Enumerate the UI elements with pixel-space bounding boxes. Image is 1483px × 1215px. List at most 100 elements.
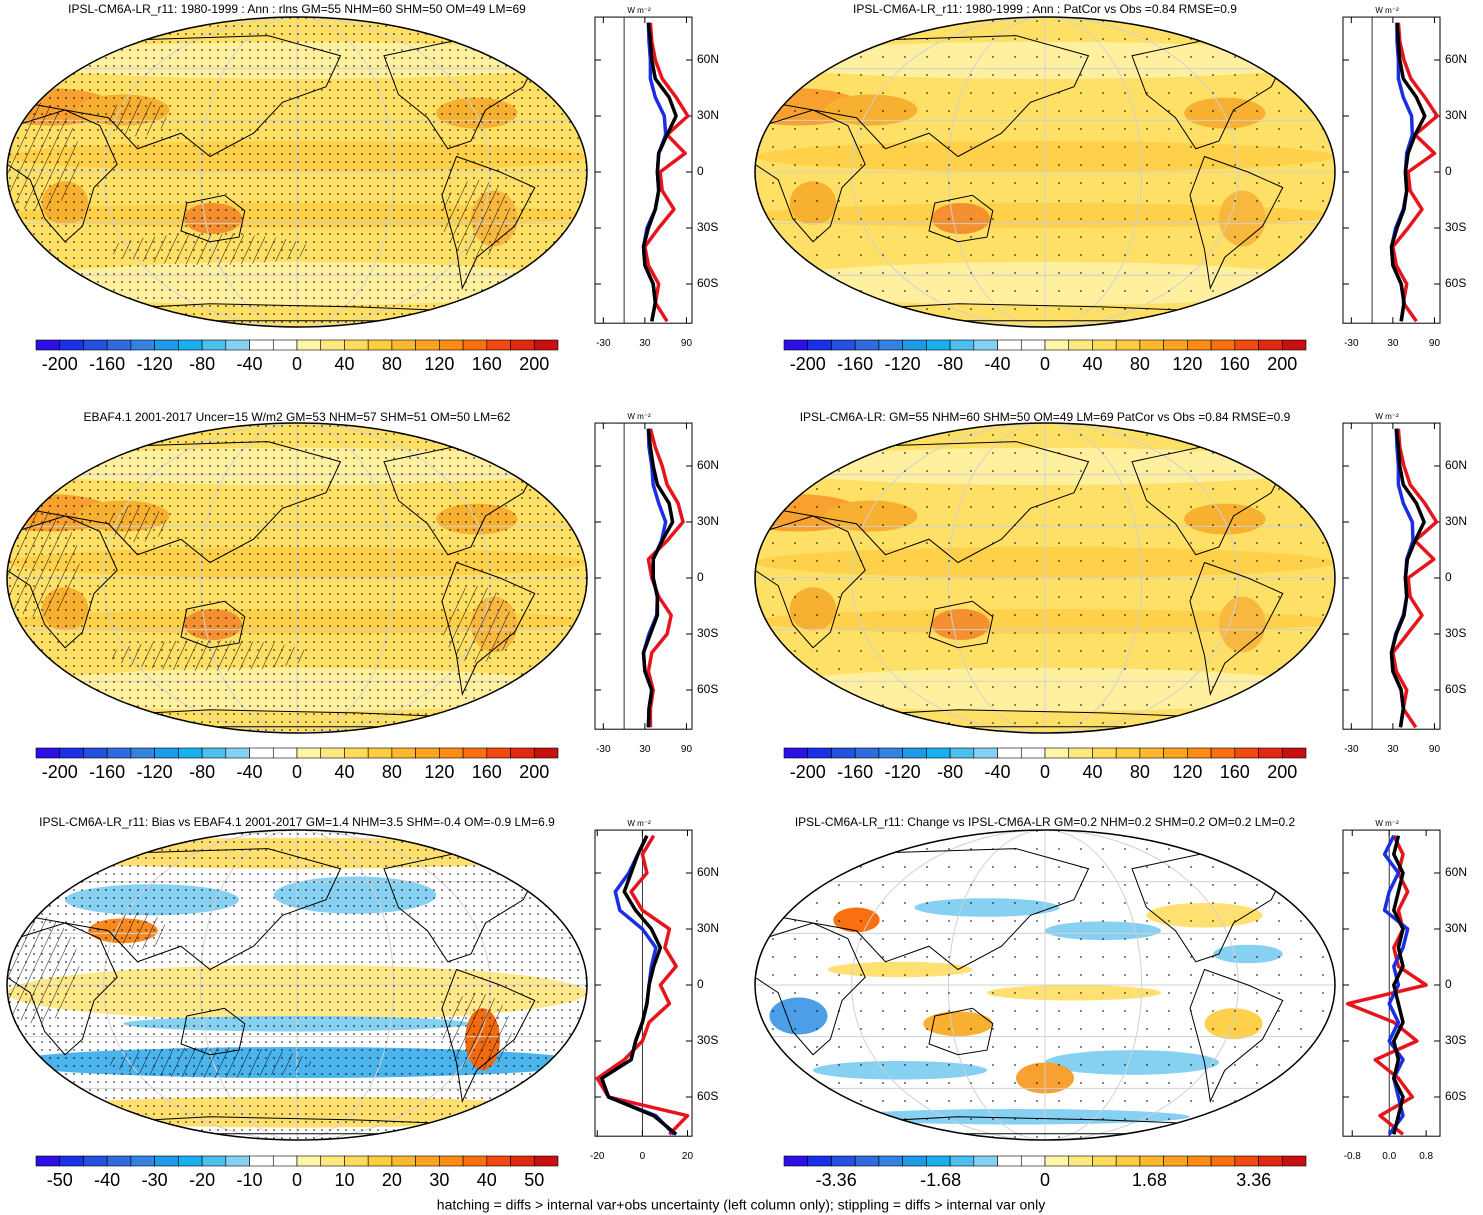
y-tick-label: 30N — [1445, 921, 1467, 935]
profile-line — [1382, 834, 1410, 1136]
map-border — [754, 422, 1336, 734]
coastline — [514, 844, 559, 878]
colorbar-swatch — [1187, 1155, 1212, 1167]
colorbar-swatch — [130, 747, 155, 759]
colorbar-label: -80 — [937, 354, 963, 374]
colorbar-label: -40 — [237, 762, 263, 782]
coastline — [1262, 31, 1307, 65]
colorbar-label: 160 — [1220, 354, 1250, 374]
hatching — [442, 992, 512, 1071]
profile-line — [600, 834, 678, 1136]
colorbar-label: 80 — [1130, 762, 1150, 782]
colorbar-label: 120 — [1172, 354, 1202, 374]
coastline — [1262, 844, 1307, 878]
colorbar-swatch — [415, 339, 440, 351]
x-tick-label: 90 — [1429, 338, 1441, 349]
y-tick-label: 30S — [1445, 626, 1466, 640]
colorbar-label: -120 — [137, 762, 173, 782]
colorbar-swatch — [902, 1155, 927, 1167]
y-tick-label: 30N — [697, 108, 719, 122]
colorbar-swatch — [201, 339, 227, 351]
profile-frame — [594, 16, 693, 324]
colorbar-label: -200 — [790, 354, 826, 374]
panel-title: EBAF4.1 2001-2017 Uncer=15 W/m2 GM=53 NH… — [84, 410, 511, 424]
colorbar-label: 80 — [1130, 354, 1150, 374]
profile-line — [600, 834, 676, 1136]
colorbar-label: -10 — [237, 1170, 263, 1190]
colorbar-label: -40 — [237, 354, 263, 374]
profile-line — [641, 428, 675, 728]
colorbar-swatch — [1068, 1155, 1093, 1167]
colorbar-swatch — [783, 339, 809, 351]
colorbar-label: -160 — [89, 762, 125, 782]
colorbar-swatch — [1020, 339, 1046, 351]
coastline — [1262, 437, 1307, 471]
colorbar-swatch — [533, 339, 559, 351]
colorbar-swatch — [154, 339, 179, 351]
colorbar-swatch — [533, 747, 559, 759]
colorbar-label: 40 — [477, 1170, 497, 1190]
colorbar-swatch — [973, 1155, 998, 1167]
colorbar-label: -1.68 — [920, 1170, 961, 1190]
colorbar-label: -120 — [137, 354, 173, 374]
colorbar-swatch — [272, 1155, 298, 1167]
colorbar-swatch — [926, 747, 951, 759]
hatching — [108, 234, 312, 265]
colorbar-swatch — [783, 747, 809, 759]
colorbar-swatch — [949, 339, 975, 351]
colorbar-swatch — [949, 747, 975, 759]
colorbar-label: 40 — [1082, 354, 1102, 374]
colorbar-swatch — [1020, 747, 1046, 759]
map — [754, 422, 1336, 734]
colorbar-swatch — [1258, 1155, 1283, 1167]
map — [754, 16, 1336, 328]
unit-label: W m⁻² — [1375, 819, 1399, 828]
colorbar-label: 10 — [334, 1170, 354, 1190]
colorbar-swatch — [1234, 747, 1259, 759]
colorbar-swatch — [1068, 747, 1093, 759]
map-body — [755, 830, 1335, 1140]
colorbar-swatch — [462, 1155, 488, 1167]
colorbar-swatch — [249, 1155, 274, 1167]
y-tick-label: 30S — [697, 626, 718, 640]
stippling — [7, 423, 587, 733]
colorbar-swatch — [344, 1155, 369, 1167]
unit-label: W m⁻² — [627, 819, 651, 828]
hatching — [108, 1047, 312, 1078]
profile-frame — [1342, 422, 1441, 730]
colorbar-swatch — [320, 747, 345, 759]
x-tick-label: 90 — [681, 338, 693, 349]
y-tick-label: 60N — [697, 865, 719, 879]
colorbar-swatch — [225, 1155, 250, 1167]
colorbar-swatch — [1092, 1155, 1117, 1167]
colorbar-swatch — [296, 339, 322, 351]
profile-line — [1345, 834, 1428, 1136]
y-tick-label: 0 — [1445, 977, 1452, 991]
panel-title: IPSL-CM6A-LR_r11: Change vs IPSL-CM6A-LR… — [795, 815, 1296, 829]
colorbar-swatch — [831, 339, 856, 351]
colorbar-label: 80 — [382, 762, 402, 782]
y-tick-label: 60N — [1445, 52, 1467, 66]
colorbar-swatch — [831, 747, 856, 759]
colorbar-swatch — [783, 1155, 809, 1167]
colorbar-swatch — [878, 339, 903, 351]
colorbar-label: 0 — [1040, 354, 1050, 374]
y-tick-label: 0 — [697, 977, 704, 991]
colorbar-swatch — [106, 1155, 132, 1167]
unit-label: W m⁻² — [627, 6, 651, 15]
colorbar-label: 120 — [424, 354, 454, 374]
colorbar-swatch — [1044, 1155, 1070, 1167]
colorbar-swatch — [854, 1155, 880, 1167]
colorbar-swatch — [902, 339, 927, 351]
x-tick-label: 30 — [639, 744, 651, 755]
colorbar-label: 200 — [1267, 762, 1297, 782]
colorbar-swatch — [415, 1155, 440, 1167]
y-tick-label: 30N — [1445, 514, 1467, 528]
map-border — [6, 829, 588, 1141]
colorbar-label: 40 — [1082, 762, 1102, 782]
y-tick-label: 30S — [697, 1033, 718, 1047]
colorbar-swatch — [926, 339, 951, 351]
colorbar-swatch — [462, 747, 488, 759]
profile-frame — [1342, 829, 1441, 1137]
colorbar-swatch — [154, 747, 179, 759]
